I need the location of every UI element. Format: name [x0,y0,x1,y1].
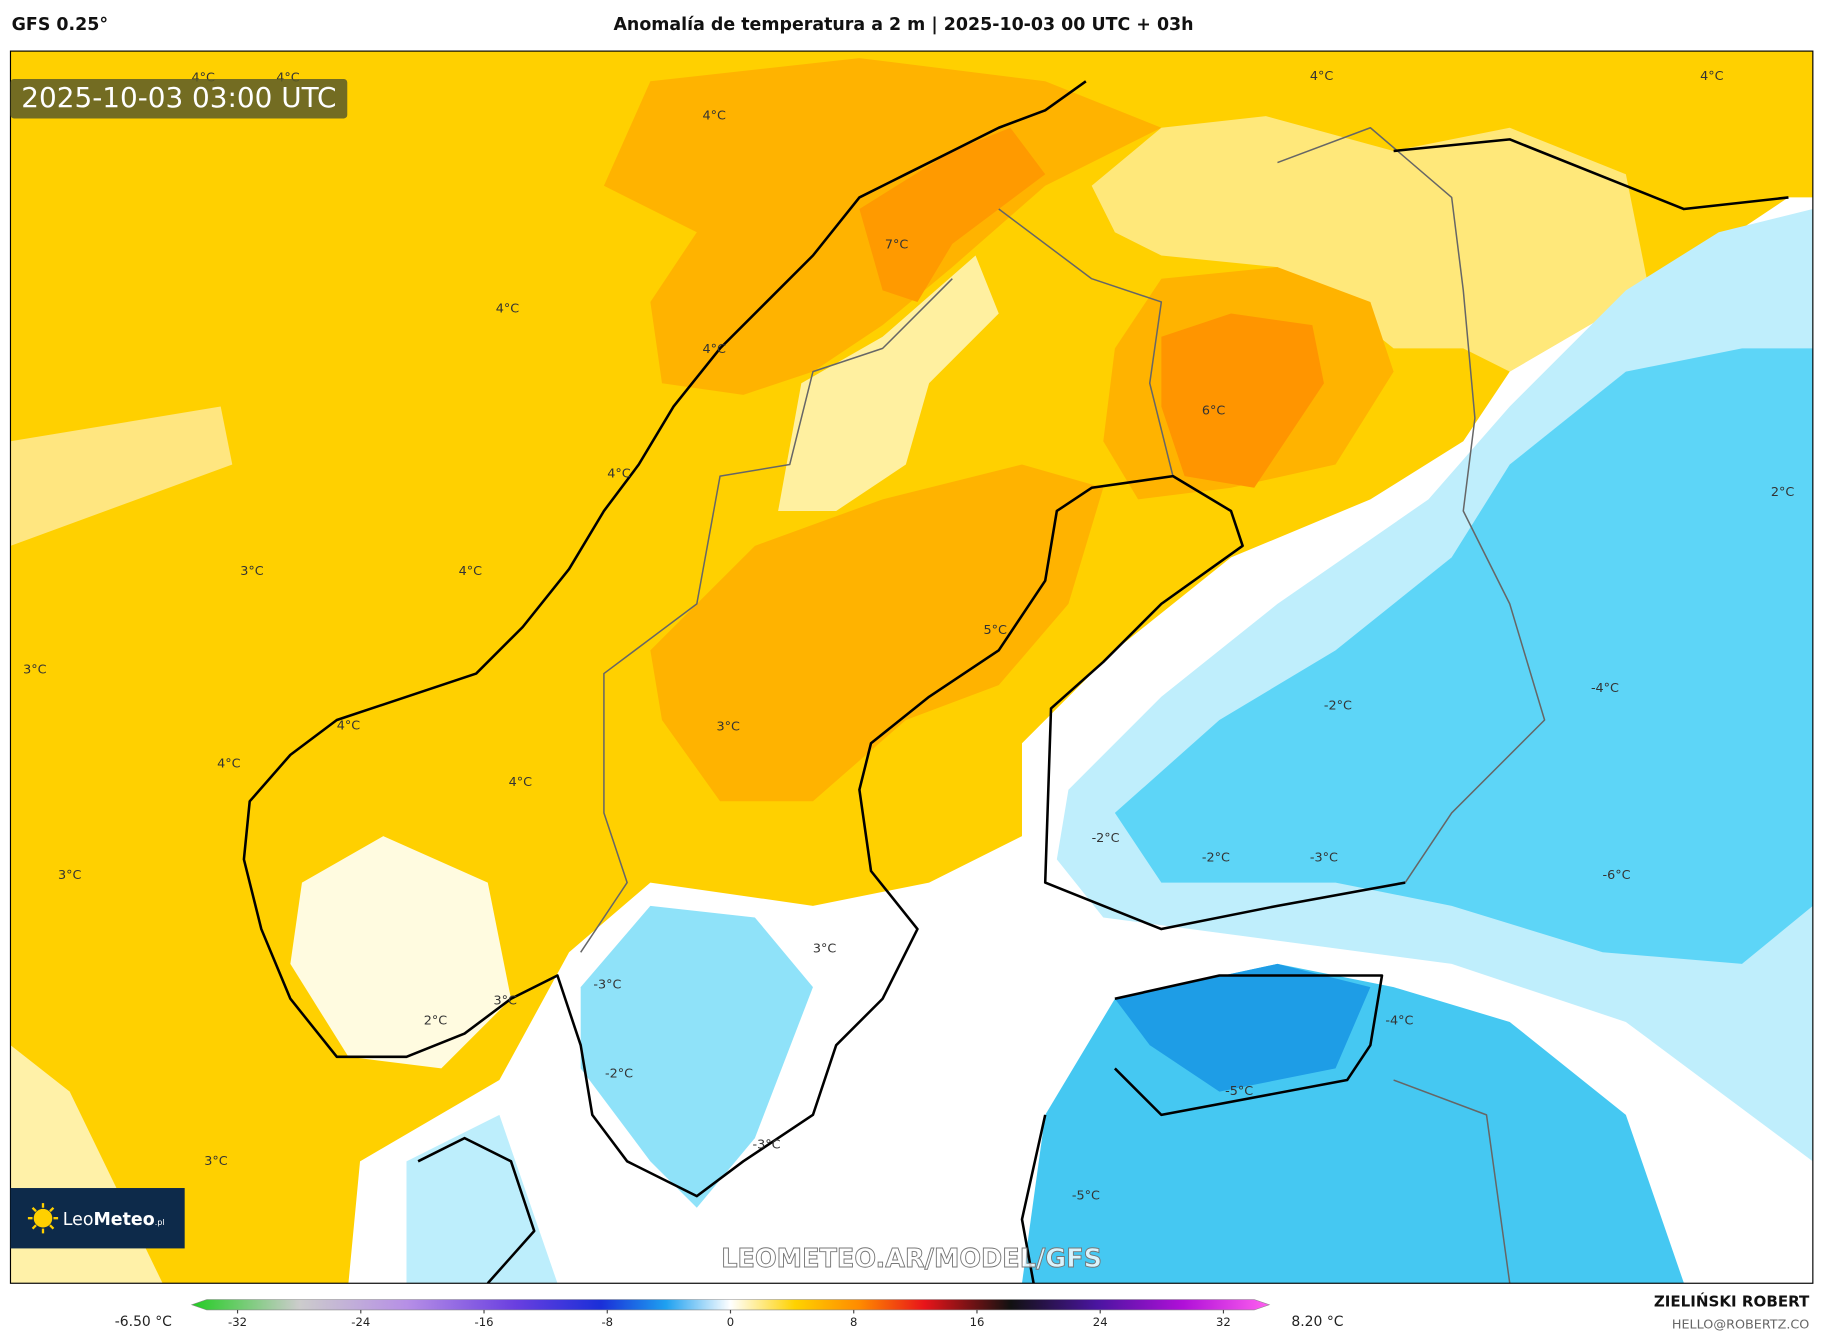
colorbar-tick-label: -32 [228,1315,247,1329]
email: HELLO@ROBERTZ.CO [1672,1318,1810,1333]
colorbar-tick-label: 32 [1216,1315,1231,1329]
contour-label: -4°C [1591,681,1619,696]
coastline [242,80,1789,1284]
field [10,406,233,546]
contour-label: 4°C [337,718,361,733]
logo-text: LeoMeteo.pl [63,1210,165,1230]
colorbar: -32 -24 -16 -8 0 8 16 24 32 [190,1299,1271,1329]
colorbar-max: 8.20 °C [1291,1314,1343,1330]
colorbar-min: -6.50 °C [115,1314,172,1330]
contour-label: -3°C [752,1138,780,1153]
field [580,905,813,1208]
field [290,836,512,1069]
colorbar-tick-label: 8 [850,1315,857,1329]
logo-suffix: .pl [155,1217,165,1227]
colorbar-tick-label: -16 [475,1315,494,1329]
map-title: Anomalía de temperatura a 2 m | 2025-10-… [613,15,1193,35]
contour-label: 4°C [217,757,241,772]
time-badge [10,78,348,119]
border [580,126,1546,1284]
watermark: LEOMETEO.AR/MODEL/GFS [721,1244,1102,1274]
contour-label: 3°C [240,564,264,579]
contour-label: 4°C [496,301,520,316]
field [859,127,1046,302]
contour-label: 2°C [424,1013,448,1028]
field [650,464,1104,802]
contour-label: -3°C [593,977,621,992]
contour-label: 3°C [813,941,837,956]
contour-labels: 4°C 4°C 4°C 7°C 4°C 4°C 4°C 6°C 4°C 4°C 2°C 3°C 4°C 5… [23,69,1794,1204]
contour-label: -2°C [605,1067,633,1082]
contour-label: 4°C [1310,69,1334,84]
colorbar-tick-label: 16 [970,1315,985,1329]
field [1091,116,1650,372]
contour-label: 3°C [204,1154,228,1169]
field [406,1114,558,1284]
contour-label: 2°C [1771,485,1795,500]
contour-label: 7°C [885,238,909,253]
contour-label: -2°C [1324,699,1352,714]
contour-label: 4°C [703,109,727,124]
contour-label: -2°C [1202,851,1230,866]
colorbar-tick-label: 0 [727,1315,734,1329]
map-frame [9,50,1814,1284]
contour-label: 3°C [23,663,47,678]
field [1161,313,1324,488]
contour-label: 3°C [716,719,740,734]
contour-label: 5°C [984,623,1008,638]
colorbar-tick-label: -8 [601,1315,613,1329]
contour-label: 6°C [1202,404,1226,419]
field [1114,963,1371,1092]
contour-label: 3°C [58,868,82,883]
contour-label: 4°C [1700,69,1724,84]
contour-label: -5°C [1225,1084,1253,1099]
contour-label: 4°C [703,342,727,357]
contour-label: 4°C [459,564,483,579]
contour-label: 3°C [493,994,517,1009]
contour-label: 4°C [607,466,631,481]
model-label: GFS 0.25° [12,15,108,35]
contour-label: -3°C [1310,851,1338,866]
contour-label: -6°C [1603,868,1631,883]
valid-time: 2025-10-03 03:00 UTC [21,81,336,114]
colorbar-tick-label: -24 [351,1315,370,1329]
colorbar-bar [190,1299,1271,1311]
author: ZIELIŃSKI ROBERT [1654,1291,1810,1310]
contour-label: -4°C [1385,1013,1413,1028]
contour-label: -5°C [1072,1189,1100,1204]
logo-part: Meteo [93,1210,154,1230]
contour-label: -2°C [1092,831,1120,846]
field [778,255,999,511]
contour-label: 4°C [509,775,533,790]
field [1114,348,1813,964]
colorbar-tick-label: 24 [1093,1315,1108,1329]
map: 4°C 4°C 4°C 7°C 4°C 4°C 4°C 6°C 4°C 4°C 2°C 3°C 4°C 5… [10,51,1813,1284]
logo-part: Leo [63,1210,94,1230]
logo-icon [27,1203,59,1234]
